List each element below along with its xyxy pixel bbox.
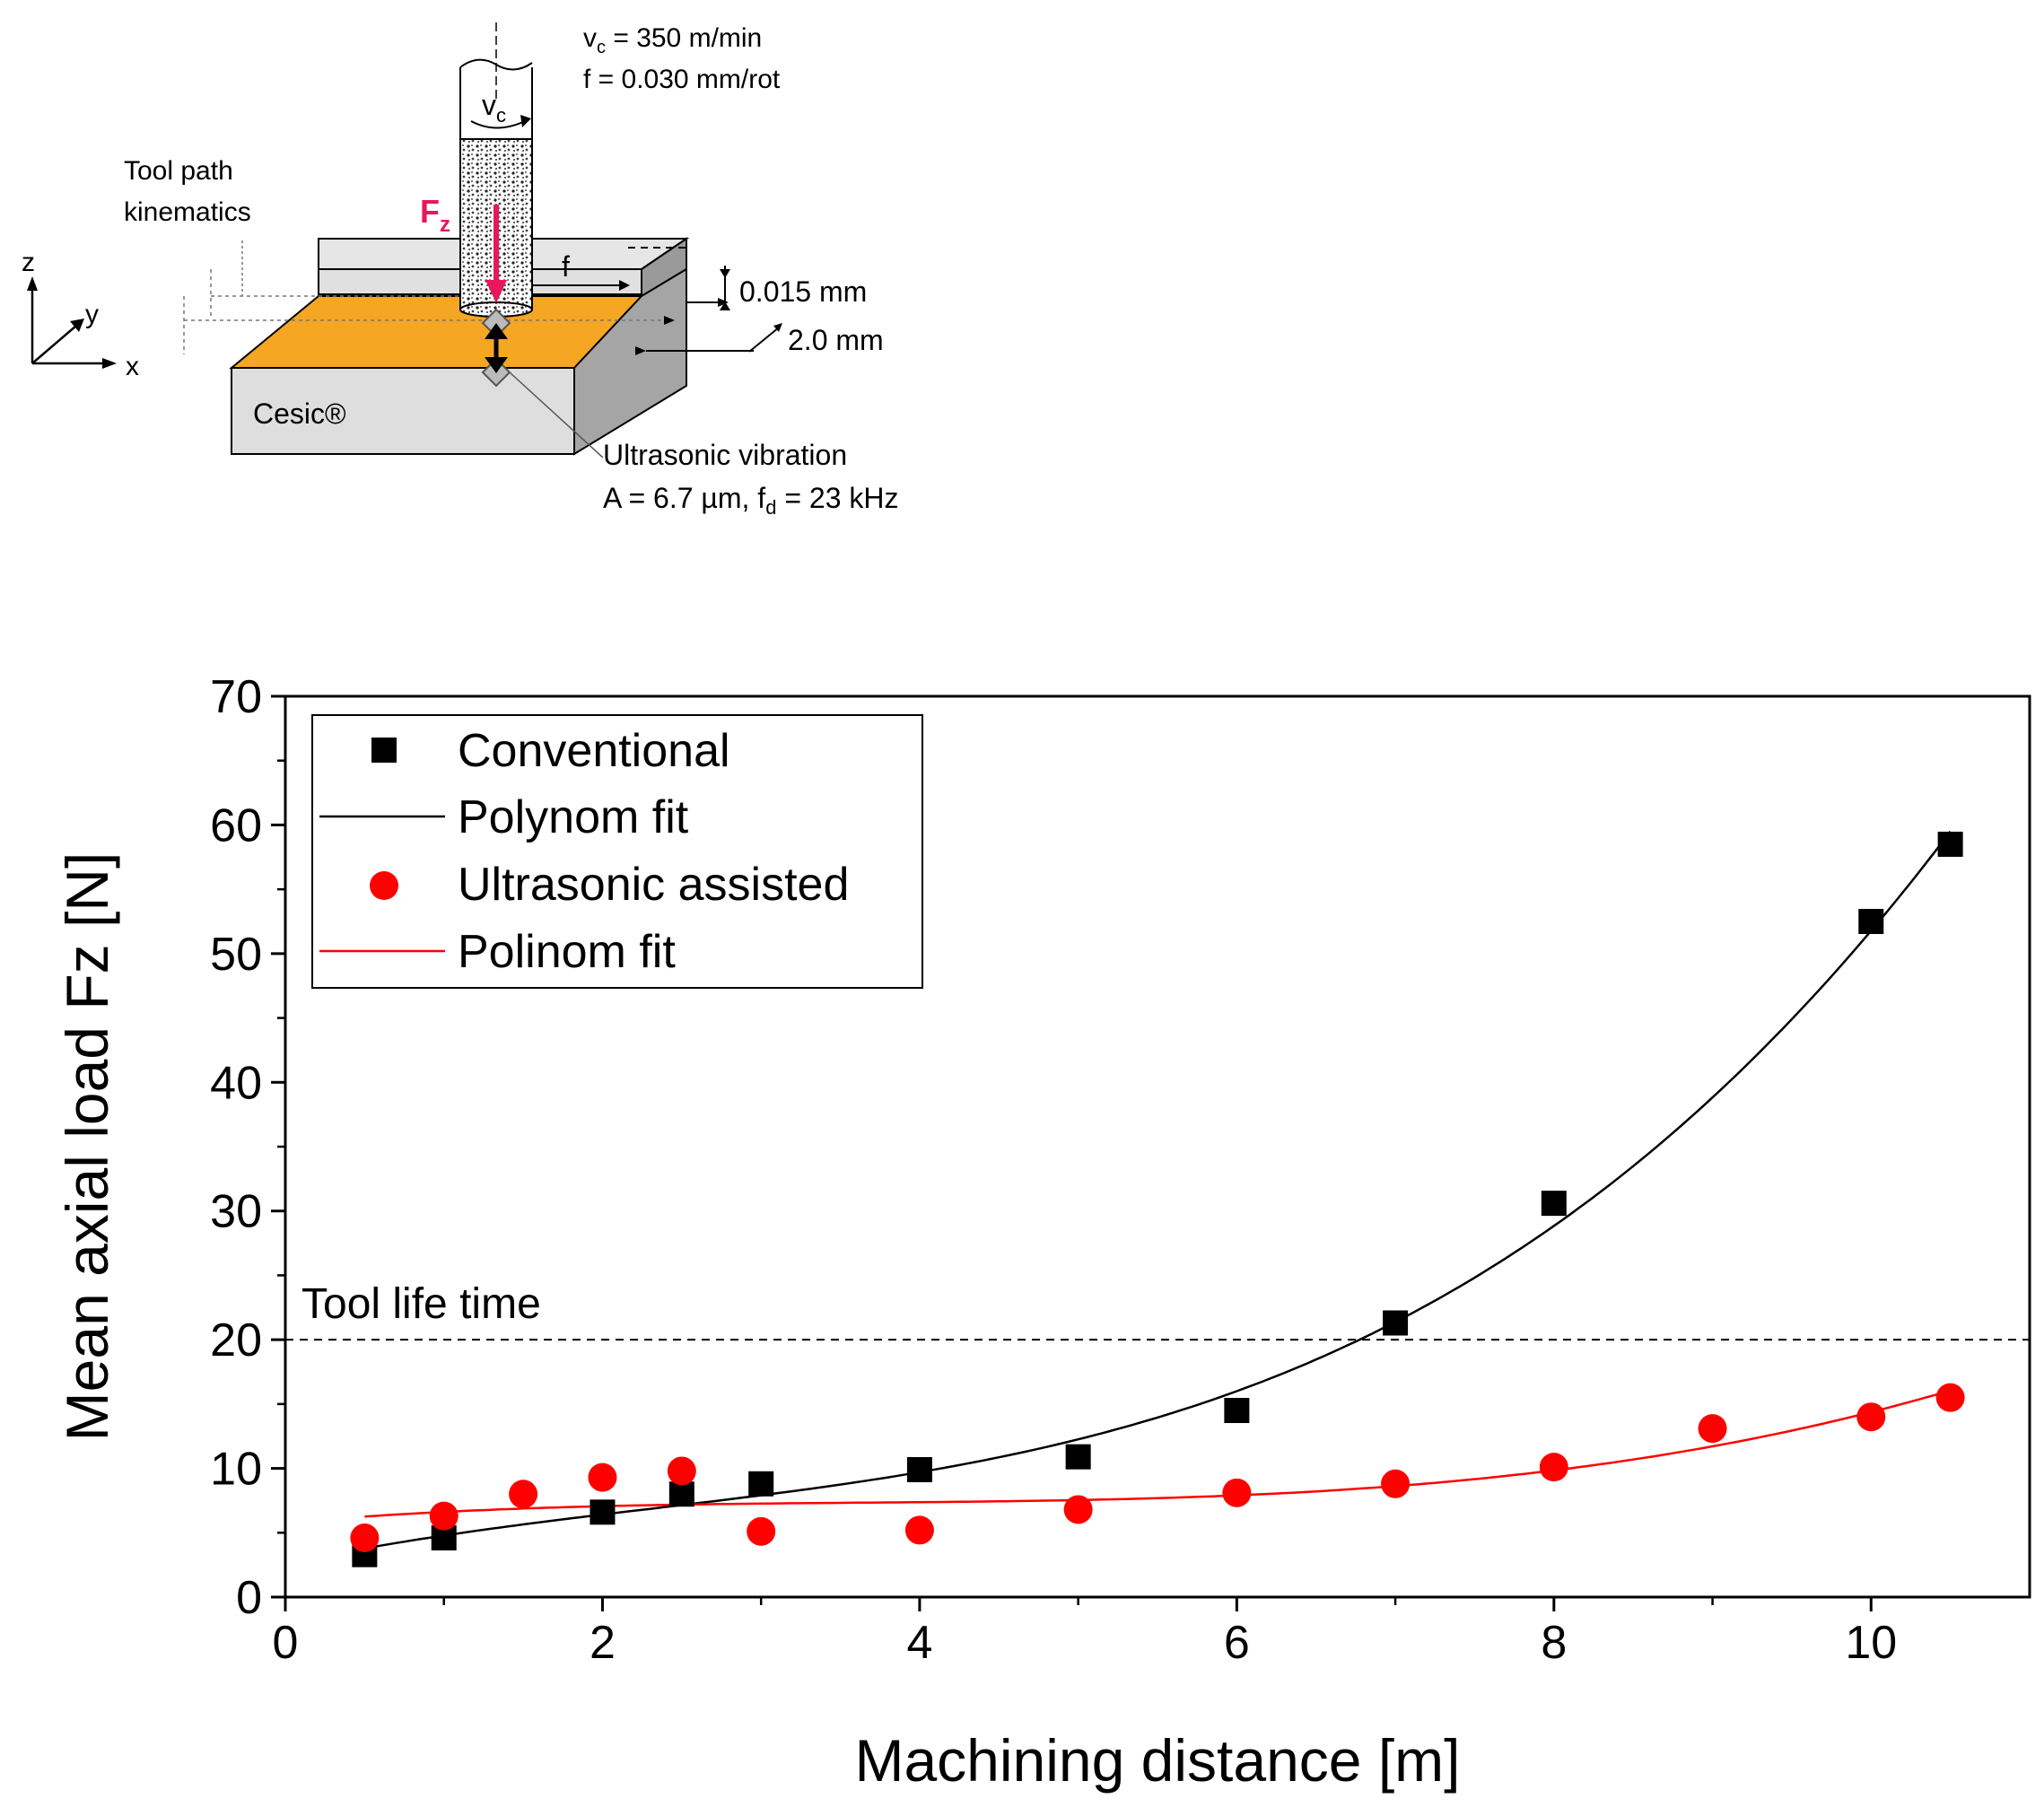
tool-path-label-1: Tool path [124, 156, 233, 186]
ultrasonic-point [1935, 1383, 1965, 1412]
legend-box [311, 714, 923, 989]
params-vc: vc = 350 m/min [583, 23, 762, 57]
x-tick-label: 4 [906, 1617, 932, 1669]
legend-label-polinom: Polinom fit [458, 926, 676, 978]
conventional-point [668, 1481, 694, 1507]
ultrasonic-point [904, 1515, 934, 1545]
y-axis-label: Mean axial load Fz [N] [54, 852, 120, 1442]
legend-label-ultrasonic: Ultrasonic assisted [458, 859, 849, 911]
ultrasonic-point [588, 1462, 617, 1492]
conventional-fit-line [364, 830, 1952, 1550]
x-tick-label: 8 [1541, 1617, 1567, 1669]
path-arrow-head-3 [718, 298, 729, 307]
legend-marker-ultrasonic [370, 871, 398, 900]
x-ticks: 0 2 4 6 8 10 [273, 1597, 1897, 1669]
force-label: Fz [420, 193, 450, 237]
y-axis-head [70, 319, 84, 332]
y-tick-label: 0 [236, 1572, 262, 1624]
tool-shank [459, 67, 533, 140]
conventional-point [1937, 831, 1963, 857]
ultrasonic-point [747, 1516, 776, 1546]
conventional-point [1383, 1310, 1409, 1336]
feed-label: f [562, 250, 570, 283]
axis-y-label: y [85, 300, 99, 329]
ultrasonic-point [509, 1480, 538, 1509]
conventional-point [748, 1471, 774, 1497]
force-arrow-head [485, 280, 507, 303]
width-dimension-line [748, 327, 780, 353]
y-axis-line [31, 325, 77, 364]
ultrasonic-point [1222, 1478, 1252, 1507]
x-tick-label: 0 [273, 1617, 299, 1669]
ultrasonic-point [1381, 1469, 1411, 1498]
machining-diagram: Cesic® f 0.015 mm 2.0 mm [22, 22, 899, 519]
vibration-arrow [481, 308, 511, 388]
threshold-label: Tool life time [301, 1280, 541, 1328]
z-axis-head [27, 276, 38, 291]
ultrasonic-point [1063, 1495, 1093, 1524]
width-arrow-head [773, 323, 782, 332]
rotation-arrow [470, 120, 526, 129]
legend: Conventional Polynom fit Ultrasonic assi… [311, 714, 923, 989]
y-tick-label: 10 [210, 1444, 262, 1496]
legend-label-conventional: Conventional [458, 725, 730, 777]
depth-arrow-bottom [720, 301, 730, 310]
tool-path-label-2: kinematics [124, 197, 251, 227]
tool-vc-label: vc [482, 89, 506, 127]
x-tick-label: 6 [1224, 1617, 1250, 1669]
ultrasonic-point [1856, 1402, 1886, 1432]
legend-label-polynom: Polynom fit [458, 791, 689, 843]
params-f: f = 0.030 mm/rot [583, 65, 781, 94]
ultrasonic-fit-line [364, 1389, 1951, 1518]
vibration-head-down [485, 357, 508, 373]
x-tick-label: 10 [1845, 1617, 1897, 1669]
ultrasonic-label-1: Ultrasonic vibration [603, 439, 847, 471]
path-arrow-head-1 [664, 316, 675, 325]
ultrasonic-point [1698, 1414, 1727, 1444]
depth-arrow-top [720, 269, 730, 278]
path-arrow-head-2 [635, 346, 646, 355]
conventional-point [1858, 909, 1884, 934]
y-tick-label: 50 [210, 929, 262, 981]
ultrasonic-point [429, 1501, 459, 1531]
rotation-arrow-head [520, 115, 531, 127]
feed-arrow-head [619, 280, 630, 291]
axis-z-label: z [22, 248, 35, 277]
ultrasonic-leader [509, 371, 604, 458]
conventional-point [590, 1499, 616, 1525]
y-tick-label: 70 [210, 671, 262, 723]
depth-label: 0.015 mm [739, 275, 867, 308]
y-tick-label: 60 [210, 799, 262, 851]
vibration-head-up [485, 323, 508, 339]
ultrasonic-point [1539, 1453, 1568, 1482]
chart: 0 10 20 30 40 50 60 70 0 2 4 6 8 10 Tool life time C… [54, 671, 2031, 1794]
y-tick-label: 40 [210, 1057, 262, 1109]
y-tick-label: 20 [210, 1314, 262, 1366]
conventional-point [906, 1457, 932, 1483]
conventional-point [1224, 1398, 1250, 1424]
conventional-point [1065, 1444, 1091, 1470]
axis-x-label: x [126, 352, 139, 381]
ultrasonic-point [667, 1456, 696, 1486]
width-label: 2.0 mm [788, 324, 884, 356]
workpiece-top-face [229, 295, 644, 369]
conventional-points [352, 831, 1963, 1567]
x-axis-label: Machining distance [m] [855, 1727, 1461, 1794]
ultrasonic-points [350, 1383, 1965, 1553]
y-ticks: 0 10 20 30 40 50 60 70 [210, 671, 285, 1624]
ultrasonic-label-2: A = 6.7 µm, fd = 23 kHz [603, 482, 899, 519]
workpiece-side-face [573, 267, 687, 456]
x-axis-head [102, 358, 117, 369]
ultrasonic-point [350, 1524, 380, 1553]
coordinate-axes: z y x [22, 248, 139, 381]
legend-marker-conventional [371, 738, 397, 763]
y-tick-label: 30 [210, 1186, 262, 1238]
material-label: Cesic® [253, 397, 346, 430]
x-tick-label: 2 [590, 1617, 616, 1669]
conventional-point [1541, 1191, 1567, 1217]
